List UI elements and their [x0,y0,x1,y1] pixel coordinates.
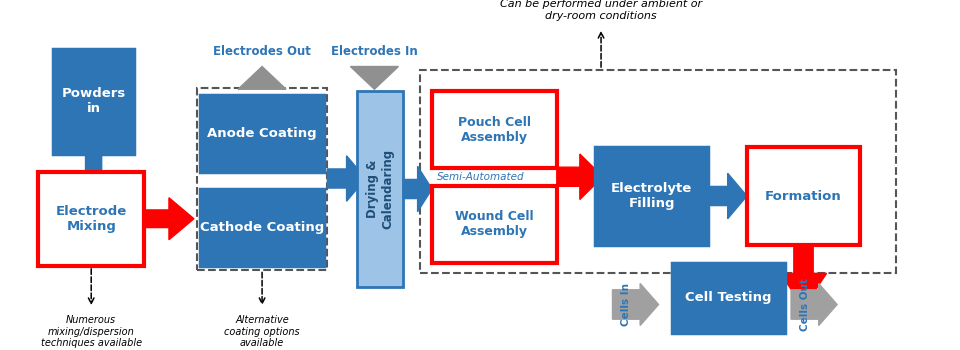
Polygon shape [350,66,398,89]
Text: Electrodes In: Electrodes In [331,45,418,58]
FancyBboxPatch shape [432,186,557,262]
Polygon shape [144,198,194,240]
FancyBboxPatch shape [432,91,557,168]
FancyBboxPatch shape [747,147,860,245]
Polygon shape [327,156,366,201]
Text: Cells Out: Cells Out [800,278,810,331]
Text: Wound Cell
Assembly: Wound Cell Assembly [455,210,534,238]
Text: Can be performed under ambient or
dry-room conditions: Can be performed under ambient or dry-ro… [500,0,702,21]
Text: Cathode Coating: Cathode Coating [200,221,324,234]
FancyBboxPatch shape [672,262,785,332]
FancyBboxPatch shape [53,49,134,154]
FancyBboxPatch shape [357,91,403,287]
Text: Electrolyte
Filling: Electrolyte Filling [612,182,692,210]
Text: Anode Coating: Anode Coating [207,126,317,140]
Text: Cells In: Cells In [621,283,632,326]
Text: Formation: Formation [765,189,842,203]
Polygon shape [403,166,432,212]
Text: Electrodes Out: Electrodes Out [213,45,311,58]
Text: Cell Testing: Cell Testing [685,291,772,304]
Text: Semi-Automated: Semi-Automated [437,172,524,182]
Polygon shape [791,284,837,326]
Polygon shape [708,173,747,219]
Polygon shape [557,154,603,199]
Text: Numerous
mixing/dispersion
techniques available: Numerous mixing/dispersion techniques av… [40,315,142,348]
Text: Electrode
Mixing: Electrode Mixing [56,205,127,233]
Polygon shape [612,284,659,326]
Polygon shape [780,245,827,308]
FancyBboxPatch shape [38,172,144,266]
FancyBboxPatch shape [595,147,708,245]
Text: Powders
in: Powders in [61,88,126,116]
FancyBboxPatch shape [200,189,324,266]
Text: Alternative
coating options
available: Alternative coating options available [225,315,300,348]
Polygon shape [238,66,286,89]
Text: Drying &
Calendaring: Drying & Calendaring [366,149,395,229]
FancyBboxPatch shape [200,94,324,172]
Polygon shape [75,154,113,214]
Text: Pouch Cell
Assembly: Pouch Cell Assembly [458,116,531,144]
